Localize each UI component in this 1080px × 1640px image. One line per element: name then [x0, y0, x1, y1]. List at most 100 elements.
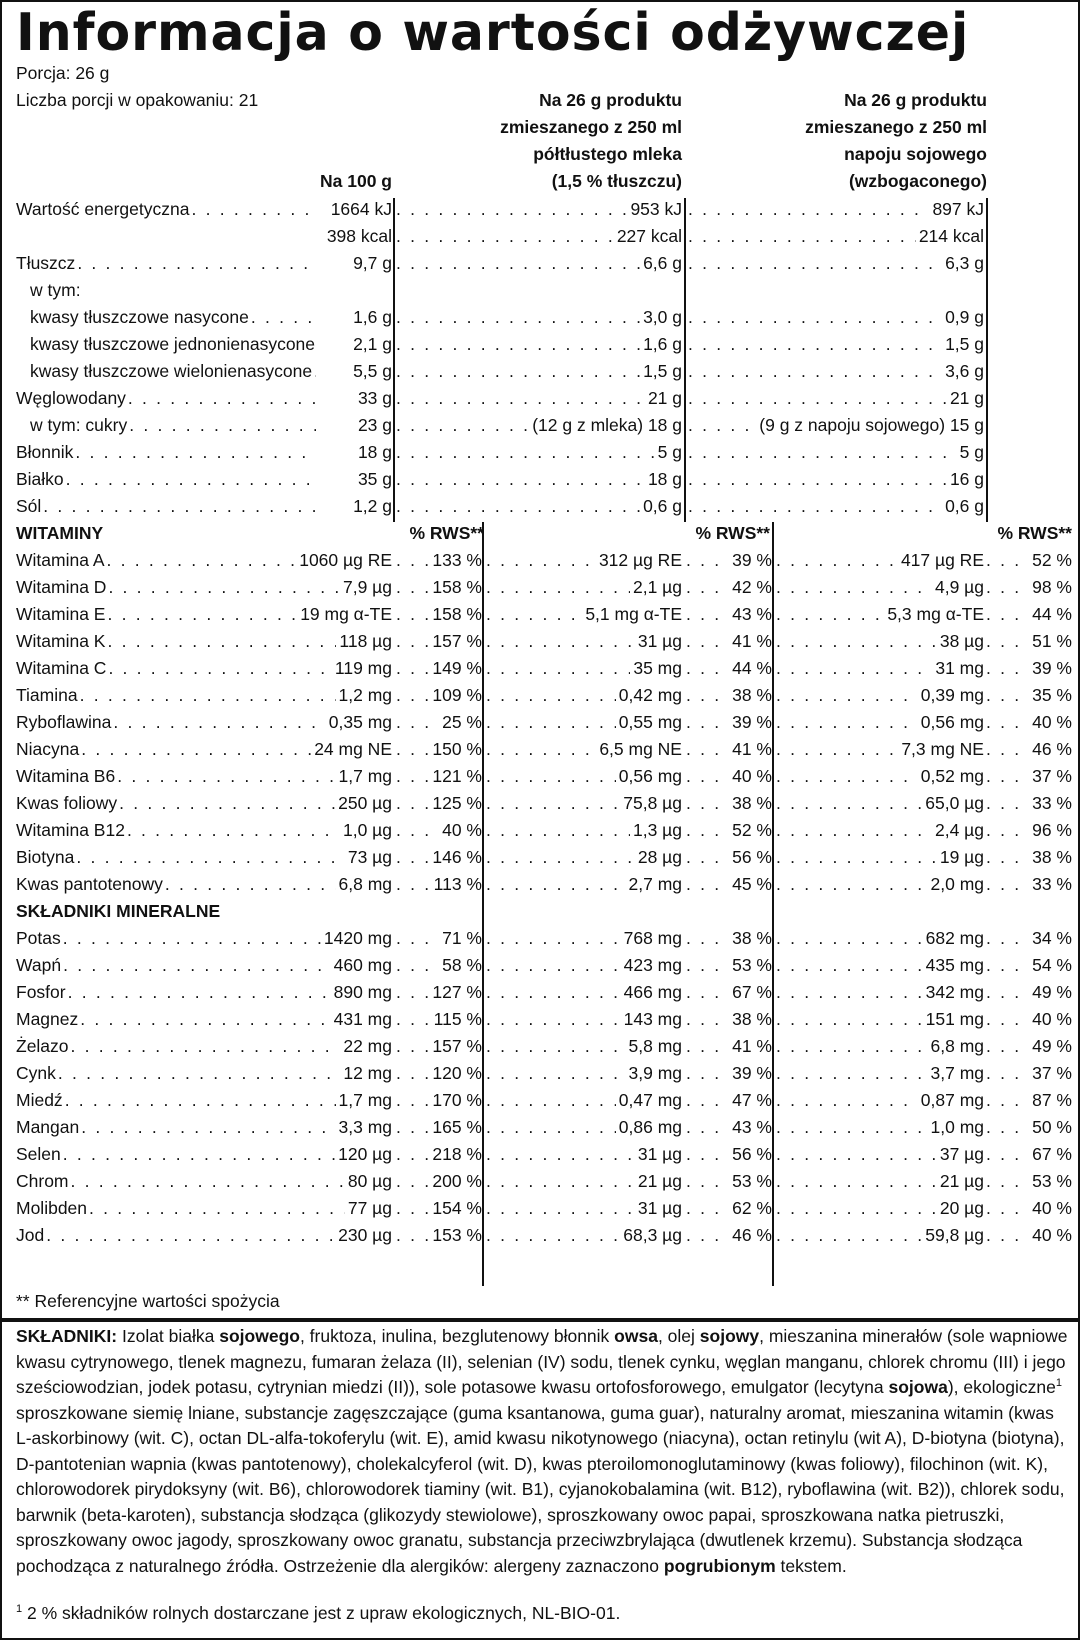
dot-leader	[688, 333, 942, 355]
dot-leader	[776, 846, 937, 868]
row-value-milk: 35 mg	[486, 657, 682, 679]
dot-leader	[686, 819, 729, 841]
row-rws-per100-value: 158 %	[432, 577, 482, 597]
row-value-milk-value: 28 µg	[637, 847, 682, 867]
ingredient-segment: , mieszanina minerałów (sole wapniowe kw…	[16, 1326, 1068, 1397]
dot-leader	[686, 1197, 729, 1219]
dot-leader	[46, 1224, 335, 1246]
row-rws-milk: 39 %	[686, 1062, 772, 1084]
dot-leader	[776, 576, 932, 598]
dot-leader	[986, 765, 1029, 787]
row-rws-soy-value: 39 %	[1032, 658, 1072, 678]
row-value-milk: 768 mg	[486, 927, 682, 949]
dot-leader	[686, 1089, 729, 1111]
row-value-per100-value: 460 mg	[333, 955, 392, 975]
row-value-soy-value: 7,3 mg NE	[901, 739, 984, 759]
dot-leader	[113, 711, 325, 733]
nutrient-milk-value: 1,6 g	[643, 334, 682, 354]
row-rws-per100: 149 %	[396, 657, 482, 679]
dot-leader	[986, 630, 1029, 652]
nutrient-milk: 1,5 g	[396, 360, 682, 382]
dot-leader	[107, 549, 297, 571]
row-value-milk-value: 1,3 µg	[632, 820, 682, 840]
nutrient-soy: 3,6 g	[688, 360, 984, 382]
dot-leader	[396, 981, 429, 1003]
row-value-milk-value: 312 µg RE	[598, 550, 682, 570]
dot-leader	[486, 738, 596, 760]
dot-leader	[686, 1170, 729, 1192]
dot-leader	[127, 819, 340, 841]
nutrient-soy-value: 3,6 g	[945, 361, 984, 381]
column-divider	[772, 522, 774, 1286]
dot-leader	[396, 1008, 431, 1030]
nutrient-per100: 1,6 g	[353, 307, 392, 327]
dot-leader	[776, 873, 928, 895]
row-value-milk: 5,8 mg	[486, 1035, 683, 1057]
row-rws-per100-value: 165 %	[432, 1117, 482, 1137]
row-label: Jod	[16, 1225, 45, 1245]
nutrient-milk: 1,6 g	[396, 333, 682, 355]
dot-leader	[396, 306, 640, 328]
row-value-soy-value: 0,52 mg	[920, 766, 984, 786]
dot-leader	[486, 603, 582, 625]
row-rws-milk-value: 47 %	[732, 1090, 772, 1110]
row-label: Biotyna	[16, 847, 75, 867]
row-rws-soy-value: 49 %	[1032, 1036, 1072, 1056]
row-value-milk: 0,47 mg	[486, 1089, 682, 1111]
dot-leader	[688, 441, 957, 463]
row-label: Witamina K	[16, 631, 106, 651]
footnote-text: 2 % składników rolnych dostarczane jest …	[22, 1603, 621, 1623]
row-value-per100-value: 24 mg NE	[314, 739, 392, 759]
ingredient-segment: sproszkowane siemię lniane, substancje z…	[16, 1402, 1065, 1576]
nutrient-soy: 6,3 g	[688, 252, 984, 274]
row-rws-soy: 39 %	[986, 657, 1072, 679]
dot-leader	[686, 1143, 729, 1165]
nutrient-soy-value: 1,5 g	[945, 334, 984, 354]
row-rws-milk: 44 %	[686, 657, 772, 679]
dot-leader	[686, 1035, 729, 1057]
row-value-per100: Fosfor 890 mg	[16, 981, 392, 1003]
row-label: Kwas foliowy	[16, 793, 118, 813]
nutrient-per100: 1,2 g	[353, 496, 392, 516]
row-rws-per100: 153 %	[396, 1224, 482, 1246]
nutrient-label: w tym:	[30, 280, 81, 300]
row-value-soy-value: 682 mg	[925, 928, 984, 948]
row-label: Witamina C	[16, 658, 107, 678]
rws-note: ** Referencyjne wartości spożycia	[16, 1291, 280, 1311]
column-divider	[986, 198, 988, 522]
row-rws-milk-value: 43 %	[732, 1117, 772, 1137]
row-value-milk: 2,7 mg	[486, 873, 683, 895]
dot-leader	[686, 684, 729, 706]
nutrient-label-text: Wartość energetyczna	[16, 199, 190, 219]
row-value-soy: 5,3 mg α-TE	[776, 603, 984, 625]
row-rws-milk-value: 56 %	[732, 847, 772, 867]
dot-leader	[486, 765, 616, 787]
row-rws-milk: 47 %	[686, 1089, 772, 1111]
dot-leader	[396, 441, 655, 463]
row-rws-milk-value: 40 %	[732, 766, 772, 786]
row-rws-milk-value: 46 %	[732, 1225, 772, 1245]
nutrient-milk: 21 g	[396, 387, 682, 409]
row-value-soy: 342 mg	[776, 981, 984, 1003]
row-rws-soy: 35 %	[986, 684, 1072, 706]
row-rws-per100-value: 127 %	[432, 982, 482, 1002]
row-value-soy-value: 19 µg	[939, 847, 984, 867]
row-value-soy: 4,9 µg	[776, 576, 984, 598]
nutrient-milk-value: (12 g z mleka) 18 g	[532, 415, 682, 435]
row-rws-milk: 53 %	[686, 954, 772, 976]
dot-leader	[986, 846, 1029, 868]
dot-leader	[75, 252, 316, 274]
row-rws-milk-value: 39 %	[732, 550, 772, 570]
dot-leader	[396, 360, 640, 382]
row-rws-milk-value: 45 %	[732, 874, 772, 894]
row-rws-soy: 37 %	[986, 1062, 1072, 1084]
row-value-per100: Biotyna 73 µg	[16, 846, 392, 868]
row-rws-soy: 40 %	[986, 1008, 1072, 1030]
nutrient-label: Węglowodany	[16, 387, 316, 409]
row-value-milk-value: 68,3 µg	[623, 1225, 682, 1245]
dot-leader	[776, 819, 932, 841]
row-rws-milk: 39 %	[686, 711, 772, 733]
dot-leader	[127, 414, 316, 436]
row-rws-soy: 46 %	[986, 738, 1072, 760]
row-rws-per100: 125 %	[396, 792, 482, 814]
